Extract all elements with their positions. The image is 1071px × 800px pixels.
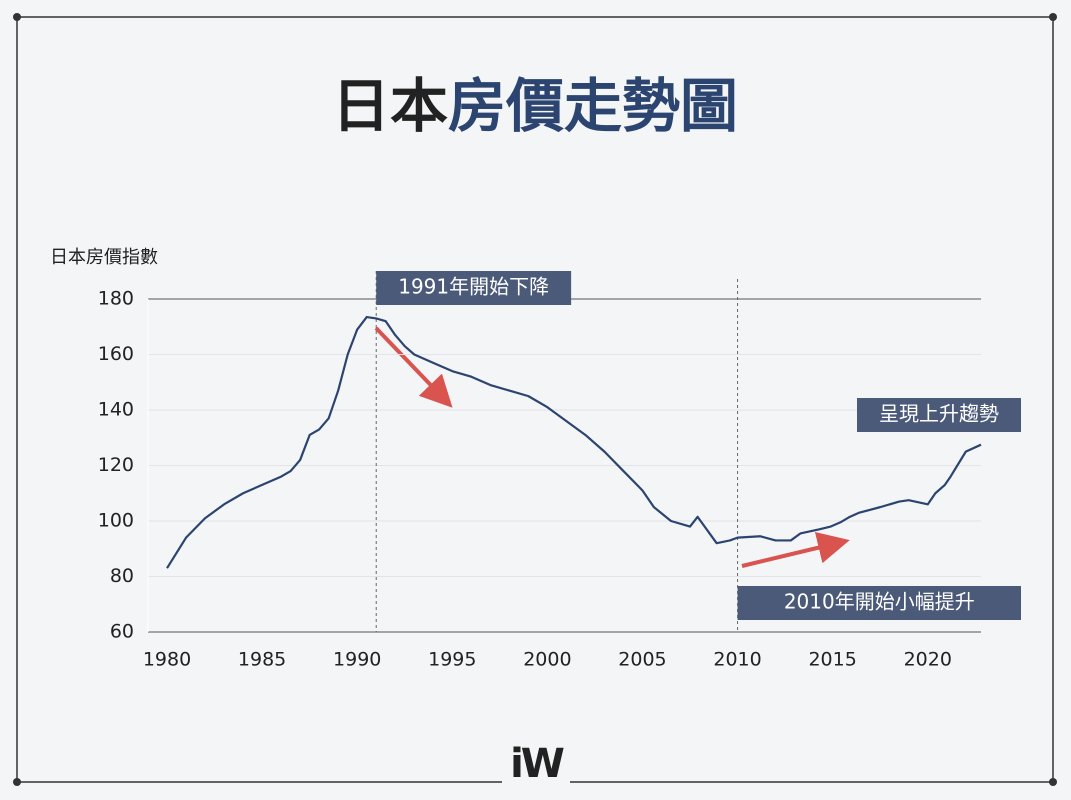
y-tick-label: 80 (110, 565, 134, 587)
frame (16, 16, 1054, 783)
annotation-text: 1991年開始下降 (398, 275, 549, 299)
x-tick-label: 2015 (808, 649, 856, 671)
annotation-box (857, 398, 1021, 432)
y-tick-label: 140 (98, 399, 134, 421)
y-tick-label: 100 (98, 510, 134, 532)
x-tick-label: 1980 (143, 649, 191, 671)
line (166, 315, 982, 569)
y-tick-label: 180 (98, 288, 134, 310)
annotation: 呈現上升趨勢 (857, 398, 1021, 432)
x-tick-label: 2000 (523, 649, 571, 671)
annotation: 2010年開始小幅提升 (737, 586, 1021, 620)
chart-title: 日本房價走勢圖 (332, 72, 738, 140)
x-tick-label: 2010 (713, 649, 761, 671)
y-tick-label: 60 (110, 621, 134, 643)
title-part: 日本 (332, 72, 448, 140)
x-tick-label: 1990 (333, 649, 381, 671)
annotation-box (376, 271, 572, 305)
x-tick-label: 2005 (618, 649, 666, 671)
y-axis-label: 日本房價指數 (50, 247, 158, 268)
x-tick-label: 2020 (904, 649, 952, 671)
y-tick-label: 120 (98, 454, 134, 476)
annotation-text: 2010年開始小幅提升 (784, 590, 975, 614)
x-tick-label: 1995 (428, 649, 476, 671)
arrow (374, 326, 453, 408)
frame-dots (13, 13, 1057, 786)
title-part: 房價走勢圖 (448, 72, 738, 140)
x-tick-label: 1985 (238, 649, 286, 671)
logo: iW (510, 741, 564, 787)
y-tick-label: 160 (98, 343, 134, 365)
arrow (741, 532, 850, 568)
annotation-text: 呈現上升趨勢 (879, 402, 999, 426)
annotation: 1991年開始下降 (376, 271, 572, 305)
annotation-box (737, 586, 1021, 620)
